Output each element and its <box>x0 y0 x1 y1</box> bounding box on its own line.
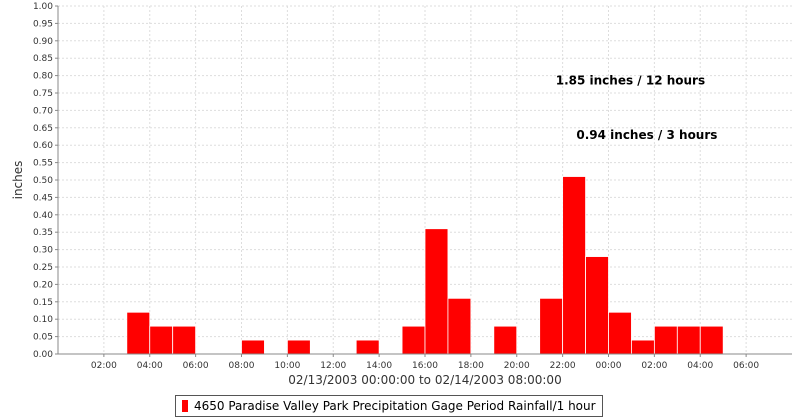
y-tick-label: 0.25 <box>33 263 53 273</box>
x-tick-label: 02:00 <box>641 361 667 371</box>
x-tick-label: 16:00 <box>412 361 438 371</box>
bar <box>126 311 151 355</box>
x-tick-label: 08:00 <box>229 361 255 371</box>
bar <box>653 325 678 355</box>
bar <box>241 339 265 355</box>
precipitation-chart: 0.00 0.05 0.10 0.15 0.20 0.25 0.30 0.35 0.40 0.45… <box>11 2 792 387</box>
bar <box>539 297 564 355</box>
bar <box>447 297 472 355</box>
y-tick-label: 0.05 <box>33 333 53 343</box>
bar <box>355 339 380 355</box>
x-tick-label: 04:00 <box>687 361 713 371</box>
y-tick-label: 0.20 <box>33 280 53 290</box>
legend-label: 4650 Paradise Valley Park Precipitation … <box>194 399 596 413</box>
y-tick-label: 0.75 <box>33 89 53 99</box>
x-tick-label: 20:00 <box>504 361 530 371</box>
x-tick-label: 12:00 <box>320 361 346 371</box>
bar <box>699 325 724 355</box>
bar-layer <box>126 176 724 355</box>
bar <box>401 325 426 355</box>
y-tick-label: 0.45 <box>33 193 53 203</box>
annotation: 0.94 inches / 3 hours <box>576 128 717 142</box>
bar <box>493 325 518 355</box>
annotation: 1.85 inches / 12 hours <box>556 73 705 87</box>
y-tick-label: 0.35 <box>33 228 53 238</box>
y-tick-label: 0.00 <box>33 350 53 360</box>
annotation-layer: 1.85 inches / 12 hours 0.94 inches / 3 ho… <box>556 73 718 142</box>
x-tick-label: 04:00 <box>137 361 163 371</box>
y-tick-label: 0.50 <box>33 176 53 186</box>
bar <box>149 325 174 355</box>
x-axis-label: 02/13/2003 00:00:00 to 02/14/2003 08:00:… <box>288 373 561 387</box>
legend-swatch <box>182 400 188 412</box>
y-tick-label: 0.70 <box>33 106 53 116</box>
label-layer: inches 02/13/2003 00:00:00 to 02/14/2003… <box>11 161 562 387</box>
x-tick-label: 18:00 <box>458 361 484 371</box>
y-axis-label: inches <box>11 161 25 200</box>
x-tick-label: 06:00 <box>733 361 759 371</box>
x-tick-label: 02:00 <box>91 361 117 371</box>
y-tick-label: 0.10 <box>33 315 53 325</box>
x-tick-label: 00:00 <box>596 361 622 371</box>
legend: 4650 Paradise Valley Park Precipitation … <box>175 395 603 417</box>
y-tick-label: 0.80 <box>33 72 53 82</box>
x-tick-label: 06:00 <box>183 361 209 371</box>
y-tick-label: 0.15 <box>33 298 53 308</box>
y-tick-label: 0.85 <box>33 54 53 64</box>
bar <box>585 256 609 355</box>
bar <box>286 339 311 355</box>
x-tick-label: 10:00 <box>274 361 300 371</box>
y-tick-label: 0.30 <box>33 246 53 256</box>
y-tick-label: 0.60 <box>33 141 53 151</box>
bar <box>172 325 197 355</box>
bar <box>608 311 632 355</box>
y-tick-label: 0.95 <box>33 19 53 29</box>
bar <box>676 325 701 355</box>
axis-layer: 0.00 0.05 0.10 0.15 0.20 0.25 0.30 0.35 0.40 0.45… <box>33 2 792 371</box>
y-tick-label: 1.00 <box>33 2 53 12</box>
x-tick-label: 14:00 <box>366 361 392 371</box>
bar <box>424 228 449 355</box>
y-tick-label: 0.55 <box>33 159 53 169</box>
bar <box>562 176 586 355</box>
y-tick-label: 0.90 <box>33 37 53 47</box>
y-tick-label: 0.65 <box>33 124 53 134</box>
x-tick-label: 22:00 <box>550 361 576 371</box>
bar <box>631 339 655 355</box>
y-tick-label: 0.40 <box>33 211 53 221</box>
